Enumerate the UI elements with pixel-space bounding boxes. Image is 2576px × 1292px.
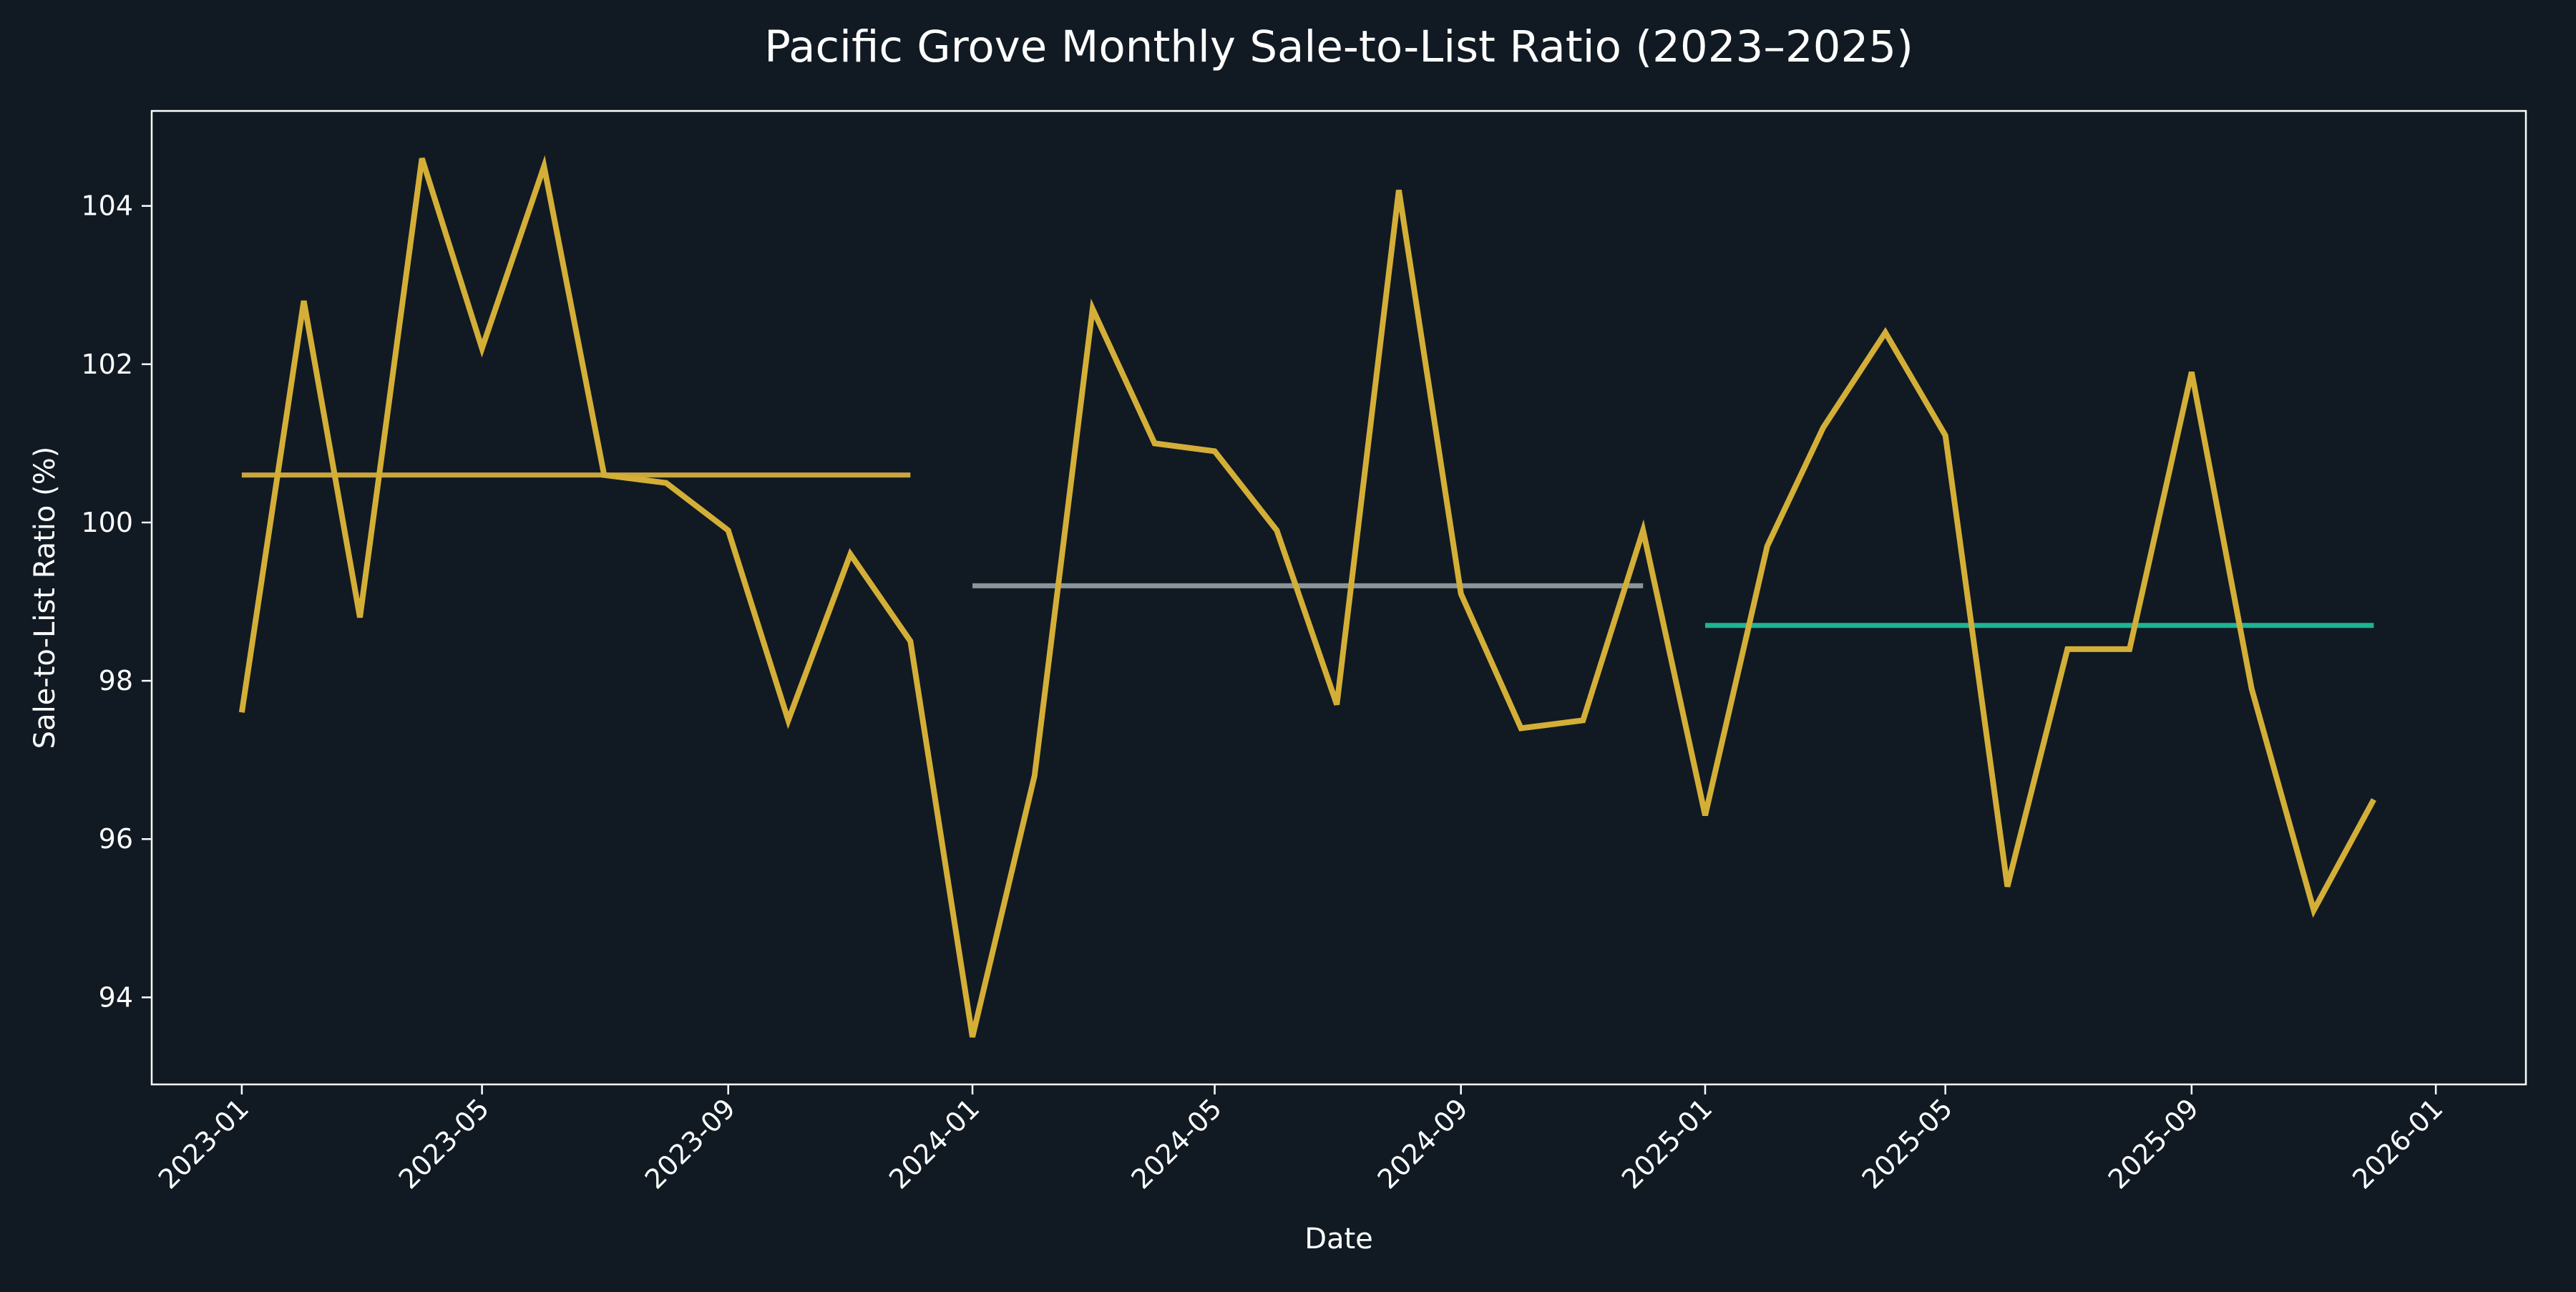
series-lines (238, 155, 2376, 1038)
plot-frame (150, 110, 2527, 1086)
y-tick-label: 94 (99, 981, 133, 1013)
x-axis-label: Date (1304, 1223, 1373, 1255)
reference-lines (241, 472, 2374, 628)
y-tick-label: 96 (99, 823, 133, 855)
y-tick-label: 98 (99, 665, 133, 696)
series-line-1 (238, 155, 2376, 1038)
y-tick-label: 100 (81, 507, 133, 538)
y-axis: 94 96 98 100 102 104 (81, 190, 152, 1013)
y-tick-label: 102 (81, 349, 133, 380)
chart-title: Pacific Grove Monthly Sale-to-List Ratio… (764, 21, 1913, 72)
y-axis-label: Sale-to-List Ratio (%) (29, 447, 62, 749)
y-tick-label: 104 (81, 190, 133, 222)
